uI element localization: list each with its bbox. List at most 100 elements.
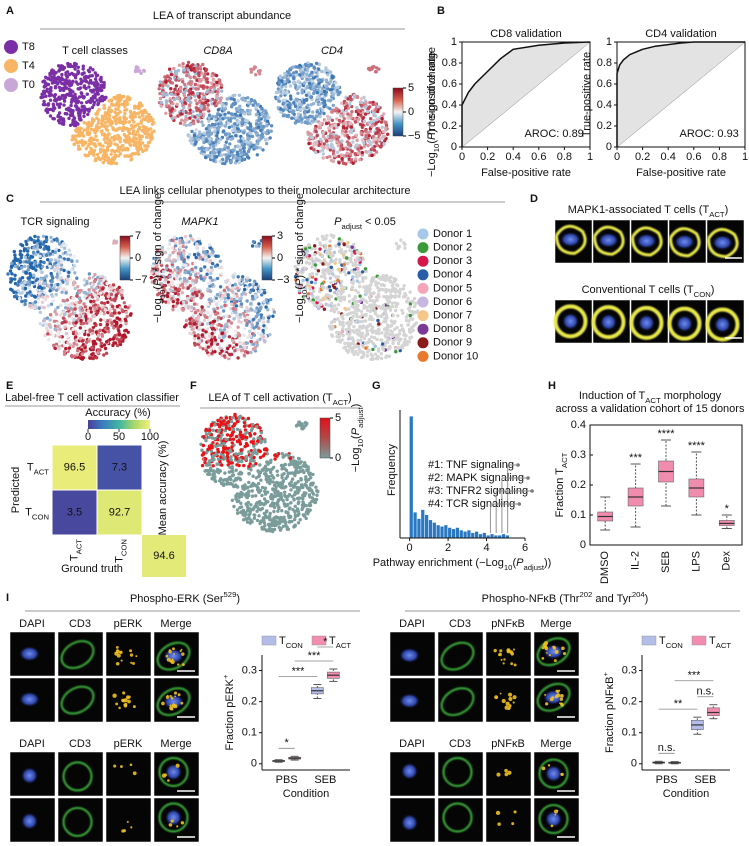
cell-dot <box>269 129 273 133</box>
cell-dot <box>80 348 84 352</box>
cell-dot <box>191 319 196 323</box>
cell-dot <box>257 302 261 306</box>
cell-dot <box>265 131 269 136</box>
cell-dot <box>203 275 207 279</box>
cell-dot <box>120 296 125 300</box>
cell-dot <box>46 258 50 262</box>
cell-dot <box>61 118 66 122</box>
colorbar <box>392 87 404 137</box>
cell-dot <box>115 320 119 324</box>
cell-dot <box>312 90 317 94</box>
cell-dot <box>239 302 244 306</box>
cell-dot <box>64 93 68 97</box>
cell-dot <box>205 85 209 90</box>
cell-dot <box>23 299 28 303</box>
cell-dot <box>305 72 309 77</box>
cell-dot <box>51 116 55 121</box>
cell-dot <box>222 108 226 112</box>
cell-dot <box>335 140 339 144</box>
cell-dot <box>239 348 244 353</box>
cell-dot <box>246 351 250 355</box>
cell-dot <box>76 285 80 289</box>
cell-dot <box>247 320 251 324</box>
cell-dot <box>77 107 81 111</box>
cell-dot <box>236 275 240 279</box>
cell-dot <box>87 142 92 146</box>
cell-dot <box>219 137 223 142</box>
cell-dot <box>89 299 93 304</box>
cell-dot <box>168 269 172 273</box>
cell-dot <box>82 121 86 125</box>
cell-dot <box>297 103 301 107</box>
cell-dot <box>51 287 55 291</box>
cell-dot <box>74 73 78 77</box>
cell-dot <box>107 112 111 117</box>
cell-dot <box>75 353 79 357</box>
cell-dot <box>207 134 211 138</box>
cell-dot <box>208 314 212 318</box>
cell-dot <box>100 334 105 338</box>
cell-dot <box>133 111 138 116</box>
cell-dot <box>111 304 115 309</box>
cell-dot <box>225 137 230 141</box>
cell-dot <box>75 130 79 134</box>
cell-dot <box>175 96 179 100</box>
cell-dot <box>241 321 246 325</box>
cell-dot <box>95 73 100 78</box>
cell-dot <box>368 105 372 109</box>
y-tick-label: 0.2 <box>597 120 612 132</box>
cell-dot <box>139 134 143 139</box>
cell-dot <box>70 259 74 263</box>
cell-dot <box>45 326 49 330</box>
cell-dot <box>238 113 243 117</box>
cell-dot <box>73 271 77 275</box>
cell-dot <box>75 276 79 280</box>
cell-dot <box>108 117 112 122</box>
cell-dot <box>235 108 239 112</box>
cell-dot <box>107 132 111 136</box>
cell-dot <box>164 277 168 282</box>
cell-dot <box>48 114 53 118</box>
cell-dot <box>87 272 92 276</box>
cell-dot <box>333 154 337 158</box>
cell-dot <box>112 239 117 243</box>
cell-dot <box>366 143 370 148</box>
cell-dot <box>228 352 232 357</box>
cell-dot <box>75 294 79 298</box>
cell-dot <box>75 97 79 101</box>
cell-dot <box>342 153 346 158</box>
y-tick-label: 0.2 <box>442 120 457 132</box>
cell-dot <box>207 353 211 357</box>
cell-dot <box>223 112 227 117</box>
cell-dot <box>362 141 366 145</box>
cell-dot <box>171 308 175 312</box>
cell-dot <box>229 302 234 306</box>
cell-dot <box>116 107 120 112</box>
cell-dot <box>168 283 172 287</box>
cell-dot <box>289 97 293 101</box>
cell-dot <box>76 349 80 353</box>
cell-dot <box>179 268 183 272</box>
cell-dot <box>230 112 235 117</box>
x-tick-label: 0.6 <box>531 151 546 163</box>
cell-dot <box>187 88 191 93</box>
cell-dot <box>66 257 70 262</box>
cell-dot <box>322 111 326 116</box>
cell-dot <box>55 102 60 106</box>
cell-dot <box>123 108 127 112</box>
cell-dot <box>254 73 258 77</box>
cell-dot <box>207 90 212 94</box>
cell-dot <box>86 112 90 117</box>
cell-dot <box>104 149 108 154</box>
cell-dot <box>255 153 259 157</box>
cell-dot <box>235 314 239 318</box>
cell-dot <box>195 102 199 106</box>
cell-dot <box>84 314 88 318</box>
cell-dot <box>408 290 412 294</box>
cell-dot <box>136 149 140 153</box>
cell-dot <box>102 132 107 136</box>
cell-dot <box>167 300 171 305</box>
cell-dot <box>181 286 185 290</box>
cell-dot <box>238 104 242 109</box>
cell-dot <box>38 245 43 249</box>
